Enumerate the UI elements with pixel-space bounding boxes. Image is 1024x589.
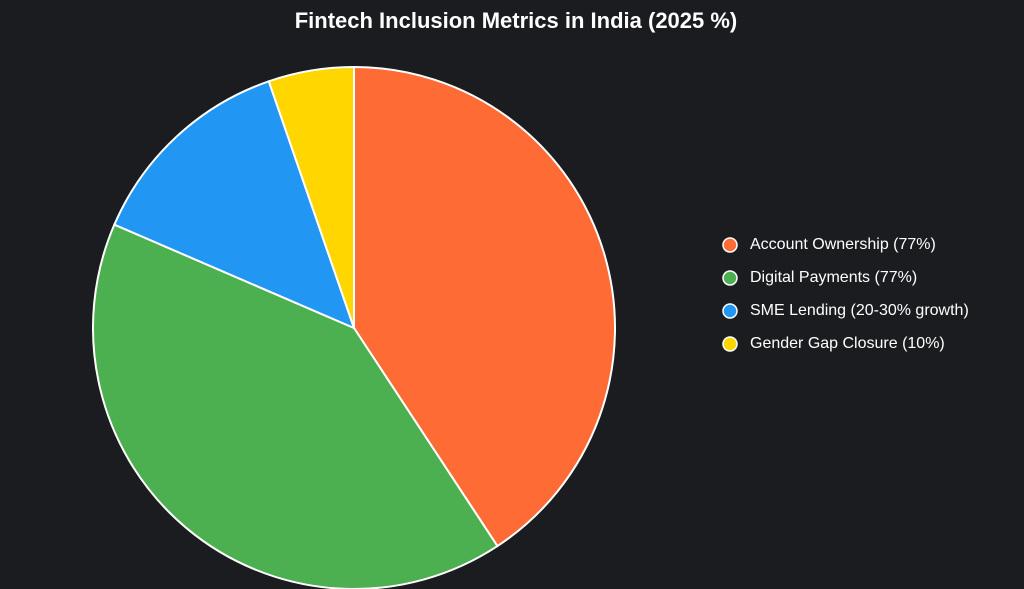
legend-swatch [722,336,738,352]
legend-label: Account Ownership (77%) [750,236,936,253]
legend-label: Digital Payments (77%) [750,269,917,286]
pie-slice [267,65,355,329]
legend-swatch [722,270,738,286]
legend-swatch [722,303,738,319]
chart-title: Fintech Inclusion Metrics in India (2025… [295,8,738,33]
legend-swatch [722,237,738,253]
legend-label: Gender Gap Closure (10%) [750,335,945,352]
pie-slice [113,80,356,330]
pie-slice [92,223,499,589]
legend-label: SME Lending (20-30% growth) [750,302,969,319]
